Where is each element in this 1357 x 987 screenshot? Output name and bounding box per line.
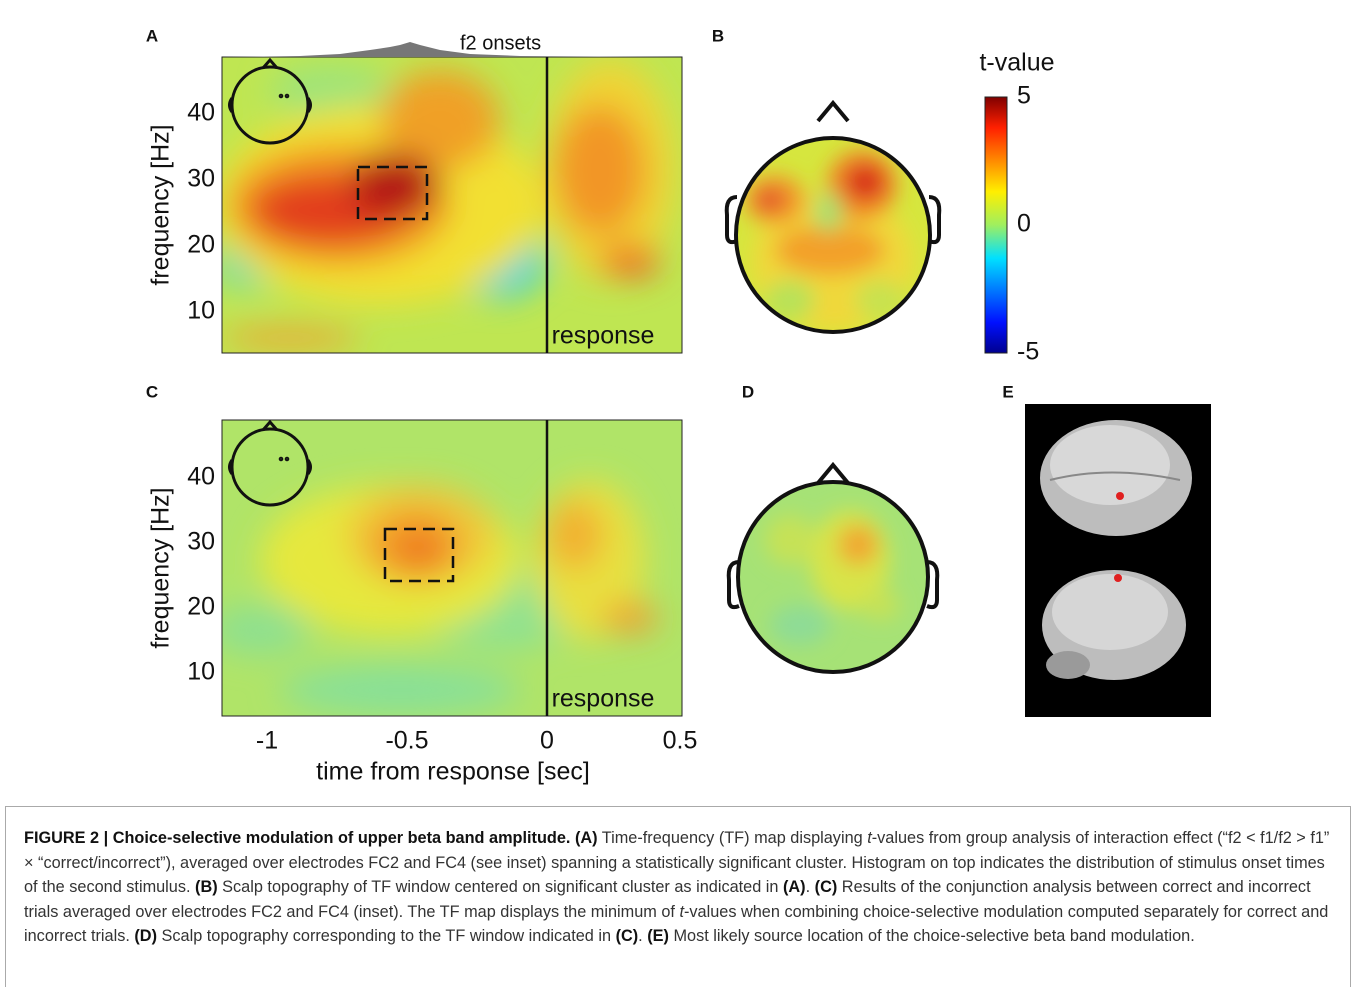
histogram-label: f2 onsets — [460, 32, 541, 54]
caption-segment: (A) — [783, 878, 806, 896]
x-axis-label: time from response [sec] — [316, 758, 590, 786]
y-axis-label: frequency [Hz] — [147, 124, 175, 285]
caption-segment: (E) — [647, 927, 669, 945]
y-tick-label: 20 — [187, 231, 215, 259]
colorbar-label: t-value — [979, 49, 1054, 77]
colorbar — [985, 97, 1007, 353]
panel-label: C — [146, 382, 158, 401]
heatmap-c — [210, 420, 682, 716]
x-tick-label: -0.5 — [385, 727, 428, 755]
caption-segment: (C) — [815, 878, 838, 896]
topography-d — [730, 475, 940, 685]
x-tick-label: 0.5 — [663, 727, 698, 755]
y-tick-label: 40 — [187, 463, 215, 491]
y-tick-label: 30 — [187, 165, 215, 193]
colorbar-tick-label: 0 — [1017, 210, 1031, 238]
source-brain — [1025, 404, 1211, 717]
colorbar-tick-label: -5 — [1017, 338, 1039, 366]
onset-histogram — [222, 42, 682, 57]
topography-b — [730, 130, 940, 340]
x-tick-label: 0 — [540, 727, 554, 755]
x-tick-label: -1 — [256, 727, 278, 755]
caption: FIGURE 2 | Choice-selective modulation o… — [24, 826, 1334, 949]
figure: t-value f2 onsets response response freq… — [0, 0, 1357, 800]
y-tick-label: 40 — [187, 99, 215, 127]
caption-segment: Most likely source location of the choic… — [669, 927, 1195, 945]
caption-segment: Scalp topography corresponding to the TF… — [157, 927, 616, 945]
y-tick-label: 20 — [187, 593, 215, 621]
caption-segment: . — [806, 878, 815, 896]
caption-segment: Time-frequency (TF) map displaying — [598, 829, 868, 847]
panel-label: E — [1002, 382, 1013, 401]
panel-label: D — [742, 382, 754, 401]
caption-segment: Scalp topography of TF window centered o… — [218, 878, 783, 896]
panel-label: B — [712, 26, 724, 45]
y-tick-label: 10 — [187, 658, 215, 686]
response-label: response — [552, 322, 655, 350]
caption-segment: (D) — [134, 927, 157, 945]
y-axis-label: frequency [Hz] — [147, 487, 175, 648]
colorbar-tick-label: 5 — [1017, 82, 1031, 110]
caption-segment: (B) — [195, 878, 218, 896]
y-tick-label: 30 — [187, 528, 215, 556]
y-tick-label: 10 — [187, 297, 215, 325]
response-label: response — [552, 685, 655, 713]
caption-segment: . — [638, 927, 647, 945]
caption-segment: (C) — [616, 927, 639, 945]
panel-label: A — [146, 26, 158, 45]
heatmap-a — [215, 57, 682, 353]
caption-segment: FIGURE 2 | Choice-selective modulation o… — [24, 829, 598, 847]
page: t-value f2 onsets response response freq… — [0, 0, 1357, 982]
